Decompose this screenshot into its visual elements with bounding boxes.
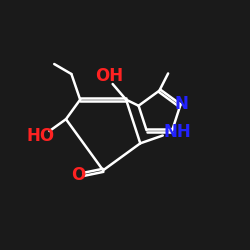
Text: OH: OH [95, 67, 123, 85]
Text: O: O [71, 166, 85, 184]
Text: NH: NH [164, 123, 192, 141]
Text: N: N [175, 95, 189, 113]
Text: HO: HO [27, 127, 55, 145]
